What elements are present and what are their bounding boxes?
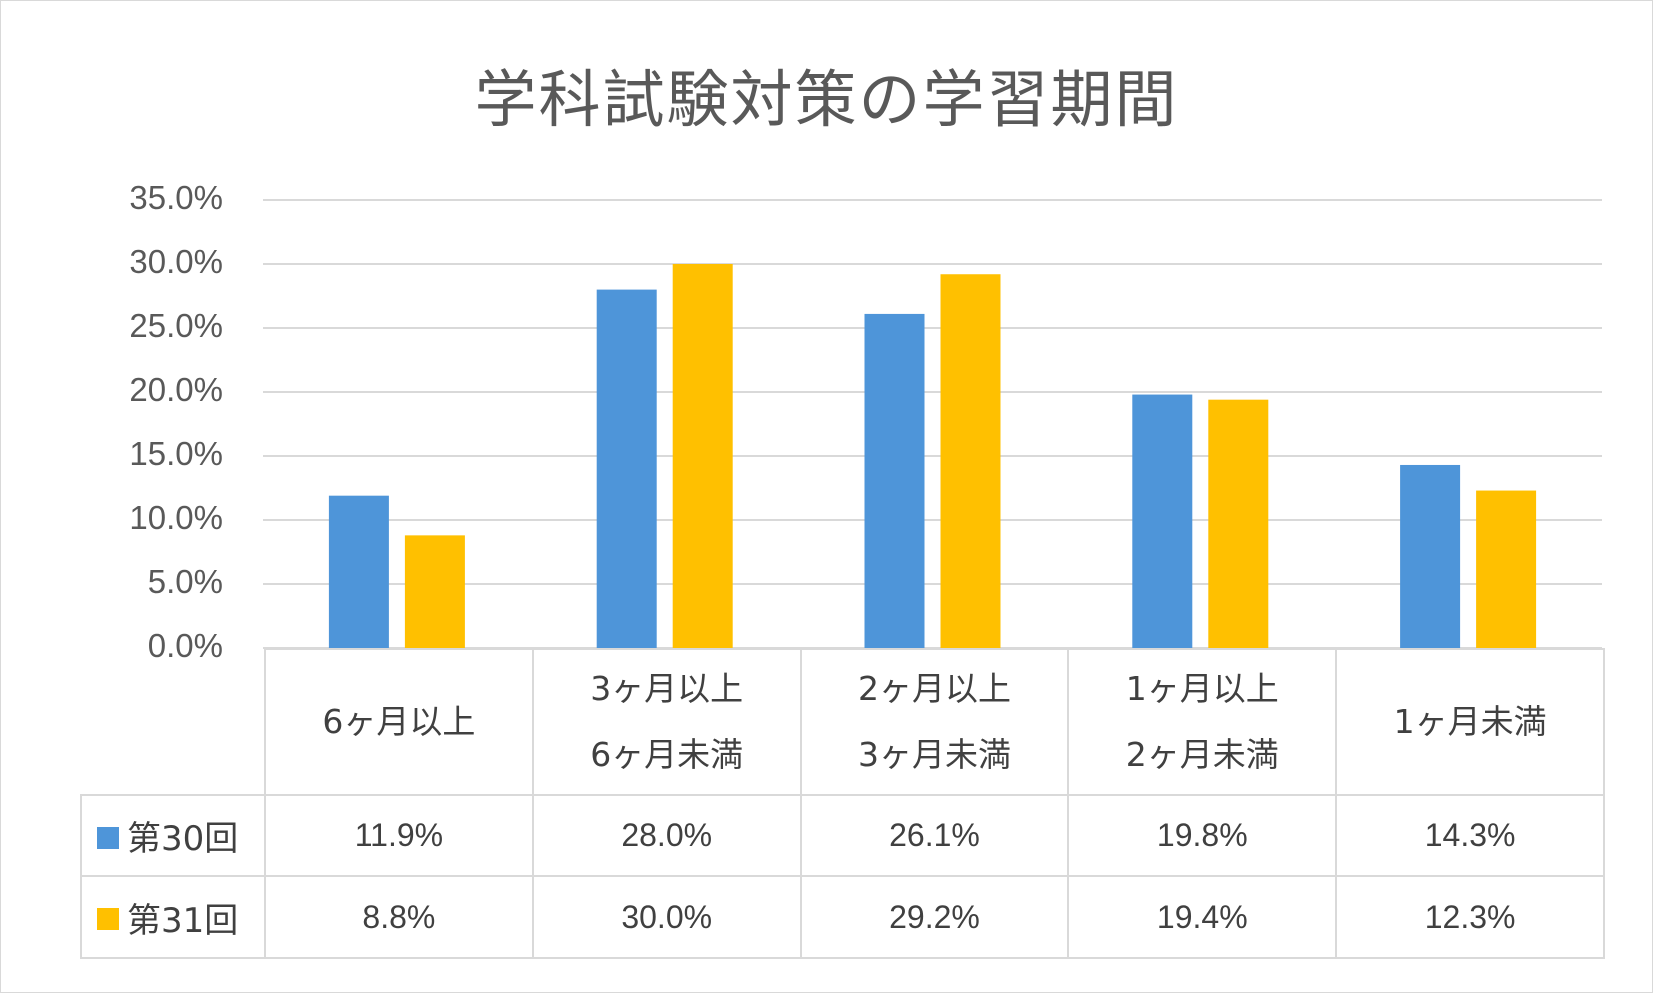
- category-label: 6ヶ月以上: [322, 702, 476, 741]
- y-tick-label: 5.0%: [147, 563, 223, 600]
- category-label: 3ヶ月未満: [857, 735, 1011, 774]
- category-cell: 2ヶ月以上 3ヶ月未満: [799, 648, 1070, 796]
- data-label: 19.8%: [1067, 794, 1338, 877]
- legend-entry: 第30回: [80, 794, 266, 877]
- legend-entry: 第31回: [80, 875, 266, 959]
- data-label: 8.8%: [264, 875, 534, 959]
- data-label: 11.9%: [264, 794, 534, 877]
- data-label: 26.1%: [799, 794, 1070, 877]
- bar-series-1-4: [1132, 394, 1193, 648]
- category-cell: 6ヶ月以上: [264, 648, 534, 796]
- data-label: 29.2%: [799, 875, 1070, 959]
- bar-series-1-5: [1400, 464, 1461, 648]
- data-label: 19.4%: [1067, 875, 1338, 959]
- bar-series-2-2: [672, 264, 733, 648]
- data-label: 14.3%: [1335, 794, 1605, 877]
- data-label: 30.0%: [531, 875, 802, 959]
- bar-series-1-2: [596, 289, 657, 648]
- bar-series-2-5: [1476, 490, 1537, 648]
- category-cell: 1ヶ月以上 2ヶ月未満: [1067, 648, 1338, 796]
- y-tick-label: 15.0%: [129, 435, 223, 472]
- data-label: 28.0%: [531, 794, 802, 877]
- data-table: 6ヶ月以上 3ヶ月以上 6ヶ月未満 2ヶ月以上 3ヶ月未満 1ヶ月以上 2ヶ月未満 1ヶ月未満…: [80, 648, 1605, 959]
- data-label: 12.3%: [1335, 875, 1605, 959]
- category-label: 2ヶ月未満: [1125, 735, 1279, 774]
- category-cell: 1ヶ月未満: [1335, 648, 1605, 796]
- category-label: 1ヶ月未満: [1393, 702, 1547, 741]
- bar-series-1-1: [328, 495, 389, 648]
- bar-series-1-3: [864, 313, 925, 648]
- y-tick-label: 30.0%: [129, 243, 223, 280]
- y-tick-label: 25.0%: [129, 307, 223, 344]
- category-label: 2ヶ月以上: [857, 669, 1011, 708]
- bar-series-2-3: [940, 274, 1001, 648]
- legend-swatch: [97, 826, 119, 849]
- category-label: 6ヶ月未満: [590, 735, 744, 774]
- y-tick-label: 10.0%: [129, 499, 223, 536]
- y-tick-label: 20.0%: [129, 371, 223, 408]
- category-label: 3ヶ月以上: [590, 669, 744, 708]
- category-label: 1ヶ月以上: [1125, 669, 1279, 708]
- legend-swatch: [97, 908, 119, 930]
- chart-title: 学科試験対策の学習期間: [474, 63, 1179, 136]
- legend-label: 第31回: [127, 900, 239, 941]
- bar-series-2-4: [1208, 399, 1269, 648]
- y-tick-label: 35.0%: [129, 179, 223, 216]
- bar-series-2-1: [404, 535, 465, 648]
- category-cell: 3ヶ月以上 6ヶ月未満: [531, 648, 802, 796]
- legend-label: 第30回: [127, 819, 239, 859]
